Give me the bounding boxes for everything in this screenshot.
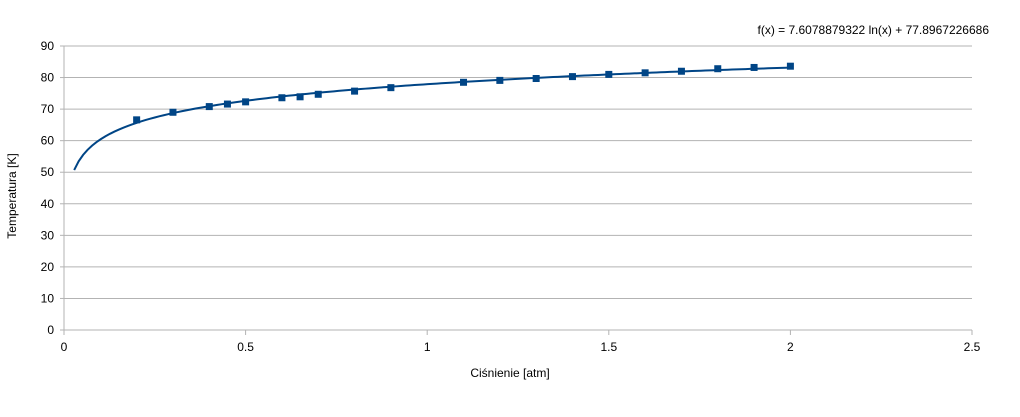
y-tick-label: 40 — [41, 197, 55, 211]
data-point — [677, 67, 685, 75]
y-tick-label: 30 — [41, 228, 55, 242]
y-tick-label: 80 — [41, 71, 55, 85]
data-point — [133, 116, 141, 124]
data-point — [605, 70, 613, 78]
data-point — [786, 62, 794, 70]
y-tick-label: 60 — [41, 134, 55, 148]
x-tick-label: 1 — [424, 340, 431, 354]
data-point — [714, 65, 722, 73]
data-point — [223, 100, 231, 108]
y-tick-label: 90 — [41, 39, 55, 53]
data-point — [169, 108, 177, 116]
data-point — [278, 94, 286, 102]
data-points — [133, 62, 794, 124]
data-point — [314, 90, 322, 98]
data-point — [296, 93, 304, 101]
data-point — [351, 87, 359, 95]
y-tick-label: 10 — [41, 291, 55, 305]
y-axis-title: Temperatura [K] — [5, 153, 19, 238]
data-point — [242, 98, 250, 106]
x-tick-label: 1.5 — [600, 340, 617, 354]
x-tick-label: 0.5 — [237, 340, 254, 354]
axes — [60, 45, 973, 335]
y-tick-label: 70 — [41, 102, 55, 116]
trendline-equation: f(x) = 7.6078879322 ln(x) + 77.896722668… — [757, 23, 989, 37]
data-point — [387, 84, 395, 92]
y-tick-label: 20 — [41, 260, 55, 274]
data-point — [460, 78, 468, 86]
y-tick-label: 50 — [41, 165, 55, 179]
x-axis-title: Ciśnienie [atm] — [470, 366, 549, 380]
data-point — [532, 75, 540, 83]
data-point — [205, 103, 213, 111]
gridlines — [64, 45, 972, 299]
data-point — [496, 76, 504, 84]
trendline — [73, 66, 791, 171]
x-tick-label: 2 — [787, 340, 794, 354]
data-point — [641, 69, 649, 77]
y-tick-label: 0 — [47, 323, 54, 337]
data-point — [750, 63, 758, 71]
x-tick-label: 2.5 — [964, 340, 981, 354]
tick-labels: 0 10 20 30 40 50 60 70 80 90 0 0.5 1 1.5 2 2.5 — [41, 39, 981, 354]
trendline-layer — [73, 66, 791, 171]
x-tick-label: 0 — [61, 340, 68, 354]
data-point — [568, 73, 576, 81]
